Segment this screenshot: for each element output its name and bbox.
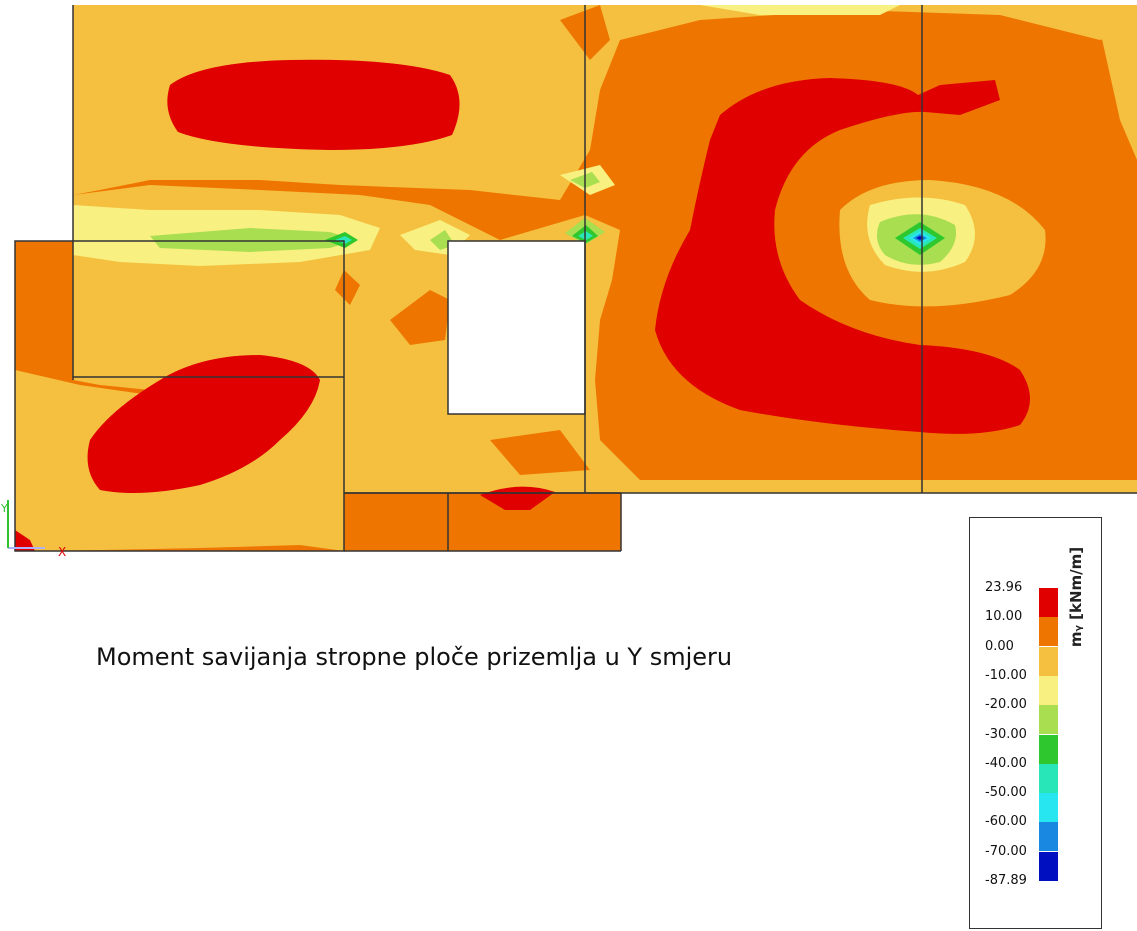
legend-swatch: [1039, 822, 1058, 852]
legend-label: 0.00: [985, 638, 1014, 654]
legend-title: mᵧ [kNm/m]: [1066, 546, 1096, 658]
legend-swatch: [1039, 705, 1058, 735]
legend-label: -50.00: [985, 785, 1027, 801]
legend-swatch: [1039, 851, 1058, 881]
figure-caption: Moment savijanja stropne ploče prizemlja…: [96, 643, 733, 671]
legend: [969, 517, 1102, 929]
contour-zone-max: [15, 59, 1030, 551]
legend-swatch: [1039, 588, 1058, 617]
legend-label: -20.00: [985, 697, 1027, 713]
legend-label: 23.96: [985, 580, 1023, 595]
legend-label: -70.00: [985, 843, 1027, 859]
legend-swatch: [1039, 763, 1058, 793]
legend-label: -60.00: [985, 814, 1027, 830]
axis-y-label: Y: [0, 502, 8, 515]
legend-swatch: [1039, 646, 1058, 676]
legend-title-text: mᵧ [kNm/m]: [1067, 546, 1086, 648]
legend-label: -10.00: [985, 667, 1027, 683]
legend-label: 10.00: [985, 609, 1023, 625]
legend-label: -30.00: [985, 726, 1027, 742]
slab-opening: [447, 240, 586, 415]
slab-bottom: [344, 493, 621, 551]
legend-swatch: [1039, 793, 1058, 823]
axis-triad: X Y: [0, 500, 66, 559]
slab-outlines: [14, 5, 1137, 552]
contour-zone-hotspots: [325, 222, 945, 255]
axis-x-label: X: [58, 545, 66, 559]
legend-label: -40.00: [985, 755, 1027, 771]
legend-swatch: [1039, 675, 1058, 705]
legend-swatch: [1039, 734, 1058, 764]
legend-label: -87.89: [985, 873, 1027, 888]
legend-swatch: [1039, 617, 1058, 647]
